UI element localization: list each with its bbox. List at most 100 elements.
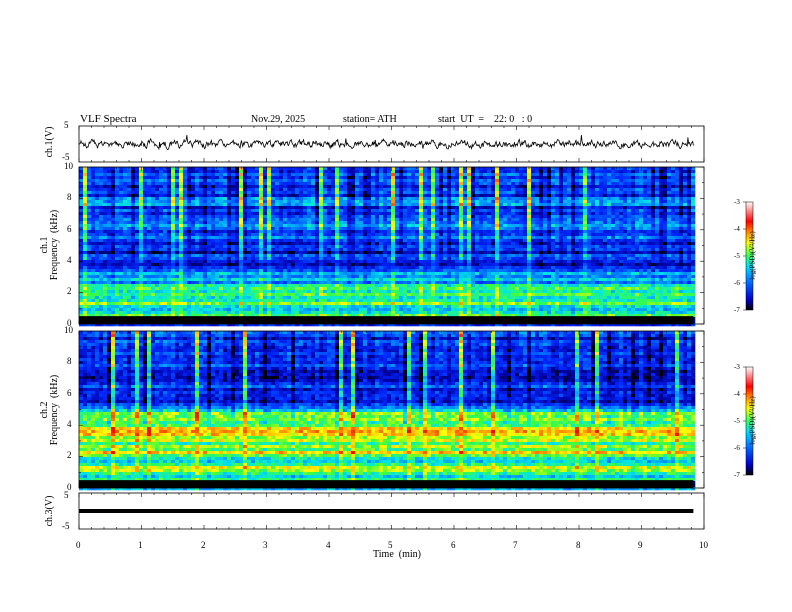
- ch1-spec-cell: [435, 167, 440, 171]
- ch1-spec-cell: [591, 236, 596, 240]
- ch1-spec-cell: [303, 263, 308, 267]
- ch1-spec-cell: [259, 167, 264, 171]
- ch1-spec-cell: [567, 209, 572, 213]
- ch1-spec-cell: [391, 257, 396, 261]
- ch1-spec-cell: [455, 191, 460, 195]
- ch1-spec-cell: [403, 215, 408, 219]
- ch1-spec-cell: [227, 224, 232, 228]
- ch1-spec-cell: [147, 203, 152, 207]
- ch1-spec-cell: [523, 239, 528, 243]
- ch1-spec-cell: [155, 254, 160, 258]
- ch1-spec-cell: [343, 194, 348, 198]
- ch1-spec-cell: [667, 200, 672, 204]
- ch1-spec-cell: [359, 179, 364, 183]
- ch1-spec-cell: [143, 200, 148, 204]
- ch1-spec-cell: [103, 242, 108, 246]
- ch1-spec-cell: [583, 206, 588, 210]
- ch1-spec-cell: [511, 179, 516, 183]
- ch1-spec-cell: [599, 239, 604, 243]
- ch1-spec-cell: [235, 173, 240, 177]
- ch1-spec-cell: [331, 203, 336, 207]
- ch1-spec-cell: [687, 191, 692, 195]
- ch1-spec-cell: [283, 218, 288, 222]
- ch1-spec-cell: [99, 245, 104, 249]
- ch1-spec-cell: [275, 185, 280, 189]
- ch1-spec-cell: [139, 179, 144, 183]
- ch1-spec-cell: [195, 206, 200, 210]
- ch1-spec-cell: [671, 233, 676, 237]
- ch1-spec-cell: [487, 179, 492, 183]
- ch1-spec-cell: [579, 227, 584, 231]
- ch1-spec-cell: [99, 167, 104, 171]
- ch1-spec-cell: [607, 194, 612, 198]
- ch1-spec-cell: [395, 167, 400, 171]
- ch1-spec-cell: [547, 191, 552, 195]
- ch1-spec-cell: [331, 242, 336, 246]
- ch1-spec-cell: [487, 188, 492, 192]
- ch1-spec-cell: [539, 233, 544, 237]
- ch1-spec-cell: [615, 245, 620, 249]
- ch1-spec-cell: [439, 209, 444, 213]
- ch1-spec-cell: [655, 203, 660, 207]
- ch1-spec-cell: [659, 182, 664, 186]
- ch1-spec-cell: [527, 191, 532, 195]
- ch1-spec-cell: [419, 254, 424, 258]
- ch1-spec-cell: [427, 179, 432, 183]
- ch1-spec-cell: [127, 263, 132, 267]
- ch1-spec-cell: [671, 188, 676, 192]
- ch1-spec-cell: [647, 170, 652, 174]
- ch1-spec-cell: [155, 197, 160, 201]
- ch1-spec-cell: [619, 242, 624, 246]
- ch1-spec-cell: [99, 170, 104, 174]
- ch1-spec-cell: [279, 176, 284, 180]
- ch1-spec-cell: [151, 251, 156, 255]
- ch1-spec-cell: [343, 236, 348, 240]
- ch1-spec-cell: [687, 233, 692, 237]
- ch1-spec-cell: [171, 179, 176, 183]
- ch1-spec-cell: [591, 191, 596, 195]
- ch1-spec-cell: [103, 203, 108, 207]
- ch1-spec-cell: [387, 185, 392, 189]
- ch1-spec-cell: [643, 257, 648, 261]
- ch1-spec-cell: [307, 230, 312, 234]
- ch1-spec-cell: [223, 200, 228, 204]
- ch1-spec-cell: [355, 224, 360, 228]
- ch1-spec-cell: [627, 203, 632, 207]
- ch1-spec-cell: [619, 215, 624, 219]
- ch1-spec-cell: [227, 242, 232, 246]
- ch1-spec-cell: [607, 221, 612, 225]
- ch1-spec-cell: [567, 230, 572, 234]
- ch1-spec-cell: [283, 248, 288, 252]
- ch1-spec-cell: [379, 236, 384, 240]
- ch1-spec-cell: [435, 182, 440, 186]
- ch1-spec-cell: [499, 245, 504, 249]
- ch1-spec-cell: [391, 200, 396, 204]
- ch1-wave-line: [78, 134, 694, 151]
- ch1-spec-cell: [199, 260, 204, 264]
- ch1-spec-cell: [175, 233, 180, 237]
- ch1-spec-cell: [339, 179, 344, 183]
- ch1-spec-cell: [299, 209, 304, 213]
- ch1-spec-cell: [443, 218, 448, 222]
- ch1-spec-cell: [271, 263, 276, 267]
- ch1-spec-cell: [399, 242, 404, 246]
- ch1-spec-cell: [611, 200, 616, 204]
- ch1-spec-cell: [371, 260, 376, 264]
- ch1-spec-cell: [435, 248, 440, 252]
- ch1-spec-cell: [511, 251, 516, 255]
- ch1-spec-cell: [319, 236, 324, 240]
- ch1-spec-cell: [99, 221, 104, 225]
- ch1-spec-cell: [587, 230, 592, 234]
- ch1-spec-cell: [547, 170, 552, 174]
- ch1-spec-cell: [171, 200, 176, 204]
- ch1-spec-cell: [367, 173, 372, 177]
- ch1-spec-cell: [591, 260, 596, 264]
- ch1-spec-cell: [91, 224, 96, 228]
- ch1-spec-cell: [395, 245, 400, 249]
- ch1-spec-cell: [355, 191, 360, 195]
- ch1-spec-cell: [155, 245, 160, 249]
- ch1-spec-cell: [479, 170, 484, 174]
- ch1-spec-cell: [239, 215, 244, 219]
- ch1-spec-cell: [331, 167, 336, 171]
- ch1-spec-cell: [575, 233, 580, 237]
